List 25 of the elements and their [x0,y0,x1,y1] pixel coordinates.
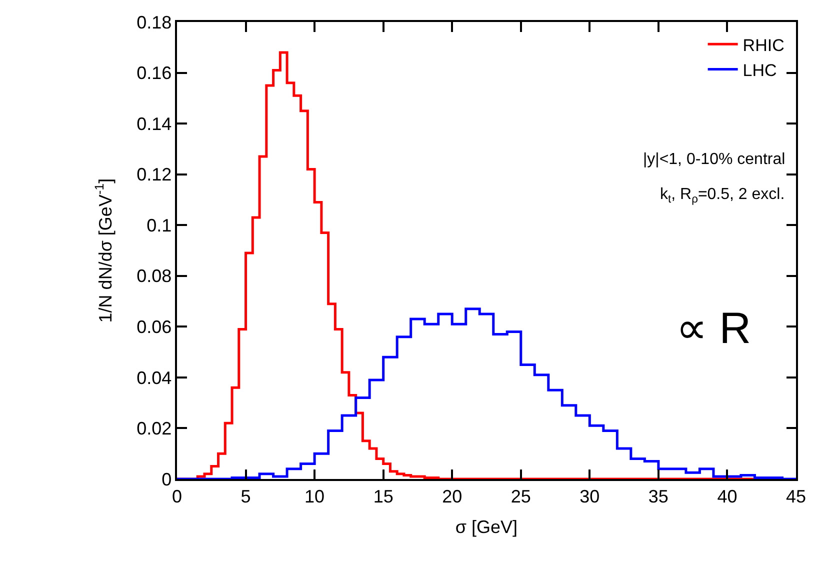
x-tick-label: 45 [786,486,806,506]
legend-label: LHC [742,60,777,80]
legend-label: RHIC [742,36,784,55]
annotation: ∝ R [676,304,751,353]
y-tick-label: 0.08 [136,266,172,286]
annotation: |y|<1, 0-10% central [643,151,786,168]
x-tick-label: 20 [442,486,462,506]
y-tick-label: 0.18 [136,12,172,32]
y-tick-label: 0.02 [136,418,172,439]
y-tick-label: 0.16 [136,63,172,84]
y-tick-label: 0.14 [136,114,172,134]
annotation: k$_{t}$, R$_{ρ}$=0.5, 2 excl. [660,186,785,206]
x-tick-label: 35 [648,486,668,506]
x-tick-label: 15 [373,486,394,506]
y-tick-label: 0 [162,469,172,490]
y-tick-label: 0.04 [136,368,172,388]
x-tick-label: 5 [240,486,251,506]
x-axis-title: σ [GeV] [455,516,518,537]
x-tick-label: 25 [510,486,531,506]
y-tick-label: 0.12 [136,164,172,185]
y-tick-label: 0.06 [136,316,172,337]
x-tick-label: 10 [304,486,325,506]
y-tick-label: 0.1 [146,215,172,236]
x-tick-label: 30 [580,486,600,506]
x-tick-label: 40 [717,486,738,506]
